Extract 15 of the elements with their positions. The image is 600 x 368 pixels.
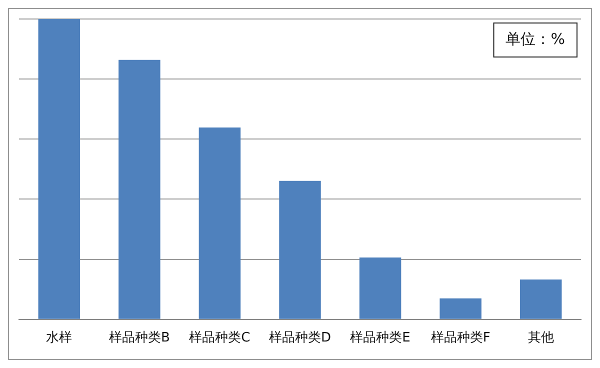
bar <box>440 298 482 319</box>
x-tick-label: 样品种类F <box>430 330 490 346</box>
x-tick-label: 其他 <box>528 330 554 346</box>
bar <box>520 279 562 319</box>
bar <box>38 19 80 319</box>
bar <box>118 60 160 319</box>
annotation: 单位：% <box>506 30 566 48</box>
bar <box>279 180 321 319</box>
x-tick-label: 水样 <box>46 330 72 346</box>
x-tick-label: 样品种类D <box>268 330 332 346</box>
bar <box>359 258 402 319</box>
x-tick-label: 样品种类C <box>189 330 250 346</box>
x-tick-label: 样品种类B <box>108 330 170 346</box>
bar <box>198 127 241 319</box>
x-tick-label: 样品种类E <box>350 330 410 346</box>
